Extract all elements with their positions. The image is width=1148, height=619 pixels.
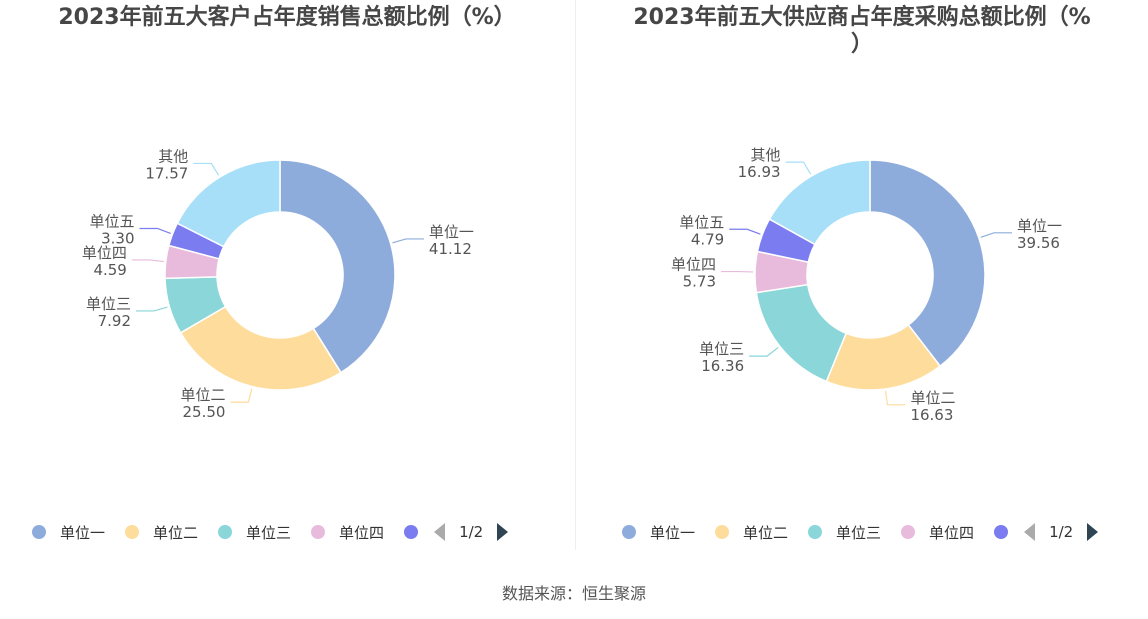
slice-label-name: 单位一 — [1017, 217, 1062, 235]
legend-swatch — [311, 525, 326, 539]
slice-label-name: 其他 — [751, 146, 781, 164]
legend-swatch — [715, 525, 730, 539]
pager-text: 1/2 — [1049, 523, 1074, 541]
chart-title: 2023年前五大客户占年度销售总额比例（%） — [58, 5, 516, 30]
slice-label-value: 7.92 — [98, 312, 131, 330]
legend-swatch — [32, 525, 46, 539]
donut-slice-1[interactable] — [279, 159, 396, 374]
legend-label: 单位二 — [153, 523, 199, 542]
donut-slice-2[interactable] — [179, 305, 342, 391]
donut-slice-6[interactable] — [176, 159, 281, 248]
slice-label-value: 17.57 — [145, 164, 188, 182]
supplier-chart-panel: 2023年前五大供应商占年度采购总额比例（% ） 单位一 39.56 单位二 16.6… — [575, 0, 1148, 550]
legend-swatch — [622, 525, 636, 539]
slice-label-value: 16.93 — [738, 163, 781, 181]
legend-item-2[interactable]: 单位二 — [715, 522, 788, 543]
slice-label-name: 单位四 — [82, 244, 127, 262]
legend-label: 单位一 — [60, 523, 106, 542]
legend-item-1[interactable]: 单位一 — [622, 522, 695, 543]
pager-prev-icon[interactable] — [434, 523, 446, 541]
donut-slice-6[interactable] — [768, 159, 871, 246]
label-leader-line — [729, 228, 761, 235]
data-source: 数据来源：恒生聚源 — [501, 584, 646, 603]
label-leader-line — [139, 227, 171, 234]
label-leader-line — [131, 259, 164, 263]
legend-item-4[interactable]: 单位四 — [901, 522, 974, 543]
label-leader-line — [230, 388, 253, 403]
legend-swatch — [994, 525, 1009, 539]
label-leader-line — [136, 306, 168, 312]
legend-item-1[interactable]: 单位一 — [32, 522, 105, 543]
legend-label: 单位四 — [339, 523, 385, 542]
legend-item-5-partial[interactable] — [404, 525, 419, 539]
legend: 单位一 单位二 单位三 单位四 1/2 — [32, 518, 509, 546]
legend: 单位一 单位二 单位三 单位四 1/2 — [622, 518, 1099, 546]
legend-swatch — [218, 525, 233, 539]
slice-label-value: 39.56 — [1017, 234, 1060, 252]
legend-label: 单位四 — [929, 523, 975, 542]
chart-title-line-2: ） — [850, 32, 873, 57]
slice-label-value: 3.30 — [101, 229, 134, 247]
slice-label-name: 其他 — [158, 147, 188, 165]
pager-prev-icon[interactable] — [1024, 523, 1036, 541]
legend-item-5-partial[interactable] — [994, 525, 1009, 539]
legend-swatch — [404, 525, 419, 539]
label-leader-line — [884, 390, 906, 406]
pager-text: 1/2 — [459, 523, 484, 541]
slice-label-value: 4.59 — [93, 261, 126, 279]
legend-swatch — [125, 525, 140, 539]
legend-label: 单位二 — [743, 523, 789, 542]
slice-label-value: 16.63 — [910, 406, 953, 424]
slice-label-name: 单位二 — [180, 386, 225, 404]
customer-chart-panel: 2023年前五大客户占年度销售总额比例（%） 单位一 41.12 单位二 25.50 单… — [0, 0, 574, 550]
donut-slice-1[interactable] — [869, 159, 986, 368]
label-leader-line — [980, 232, 1013, 238]
label-leader-line — [193, 162, 220, 176]
legend-item-2[interactable]: 单位二 — [125, 522, 198, 543]
legend-swatch — [808, 525, 823, 539]
slice-label-name: 单位三 — [86, 295, 131, 313]
slice-label-name: 单位三 — [699, 340, 744, 358]
chart-title-line-1: 2023年前五大供应商占年度采购总额比例（% — [633, 5, 1091, 30]
chart-title: 2023年前五大供应商占年度采购总额比例（% ） — [585, 4, 1139, 58]
panel-divider — [575, 0, 576, 550]
slice-label-value: 25.50 — [183, 403, 226, 421]
legend-label: 单位一 — [650, 523, 696, 542]
pager-next-icon[interactable] — [1087, 523, 1099, 541]
label-leader-line — [749, 346, 779, 357]
slice-label-name: 单位一 — [429, 223, 474, 241]
legend-pager: 1/2 — [434, 523, 509, 541]
label-leader-line — [392, 238, 424, 244]
legend-item-3[interactable]: 单位三 — [218, 522, 291, 543]
slice-label-value: 4.79 — [691, 230, 724, 248]
legend-swatch — [901, 525, 916, 539]
legend-item-4[interactable]: 单位四 — [311, 522, 384, 543]
slice-label-name: 单位四 — [671, 256, 716, 274]
donut-slice-3[interactable] — [755, 283, 848, 383]
legend-item-3[interactable]: 单位三 — [808, 522, 881, 543]
slice-label-value: 41.12 — [429, 240, 472, 258]
pager-next-icon[interactable] — [497, 523, 509, 541]
slice-label-name: 单位二 — [910, 389, 955, 407]
slice-label-value: 5.73 — [683, 273, 716, 291]
slice-label-value: 16.36 — [701, 357, 744, 375]
slice-label-name: 单位五 — [90, 212, 135, 230]
label-leader-line — [785, 161, 812, 175]
slice-label-name: 单位五 — [679, 213, 724, 231]
legend-pager: 1/2 — [1024, 523, 1099, 541]
legend-label: 单位三 — [836, 523, 882, 542]
legend-label: 单位三 — [246, 523, 292, 542]
